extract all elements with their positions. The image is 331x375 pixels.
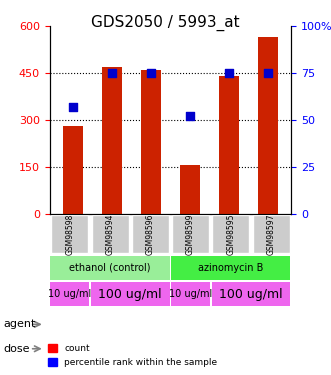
Point <box>148 70 154 76</box>
Text: GSM98596: GSM98596 <box>146 213 155 255</box>
Text: 10 ug/ml: 10 ug/ml <box>169 290 212 299</box>
FancyBboxPatch shape <box>172 215 209 253</box>
Text: GDS2050 / 5993_at: GDS2050 / 5993_at <box>91 15 240 31</box>
Bar <box>141 70 161 214</box>
Text: 100 ug/ml: 100 ug/ml <box>98 288 162 301</box>
Point <box>187 113 193 119</box>
FancyBboxPatch shape <box>212 282 291 306</box>
FancyBboxPatch shape <box>132 215 169 253</box>
Text: dose: dose <box>3 344 30 354</box>
FancyBboxPatch shape <box>92 215 128 253</box>
Text: GSM98595: GSM98595 <box>226 213 235 255</box>
Text: azinomycin B: azinomycin B <box>198 263 263 273</box>
Bar <box>219 76 239 214</box>
Point <box>226 70 232 76</box>
Point <box>71 104 76 110</box>
FancyBboxPatch shape <box>50 282 89 306</box>
Bar <box>63 126 83 214</box>
Bar <box>258 37 278 214</box>
FancyBboxPatch shape <box>50 256 170 280</box>
FancyBboxPatch shape <box>171 256 291 280</box>
Text: 10 ug/ml: 10 ug/ml <box>48 290 91 299</box>
Text: 100 ug/ml: 100 ug/ml <box>219 288 283 301</box>
FancyBboxPatch shape <box>213 215 249 253</box>
Text: GSM98594: GSM98594 <box>106 213 115 255</box>
Bar <box>102 67 122 214</box>
Text: agent: agent <box>3 320 36 329</box>
FancyBboxPatch shape <box>253 215 290 253</box>
Point <box>265 70 270 76</box>
Legend: count, percentile rank within the sample: count, percentile rank within the sample <box>44 340 221 370</box>
FancyBboxPatch shape <box>91 282 170 306</box>
Text: GSM98598: GSM98598 <box>65 214 74 255</box>
FancyBboxPatch shape <box>51 215 88 253</box>
Point <box>109 70 115 76</box>
Text: GSM98597: GSM98597 <box>267 213 276 255</box>
Text: ethanol (control): ethanol (control) <box>69 263 151 273</box>
Text: GSM98599: GSM98599 <box>186 213 195 255</box>
FancyBboxPatch shape <box>171 282 210 306</box>
Bar <box>180 165 200 214</box>
